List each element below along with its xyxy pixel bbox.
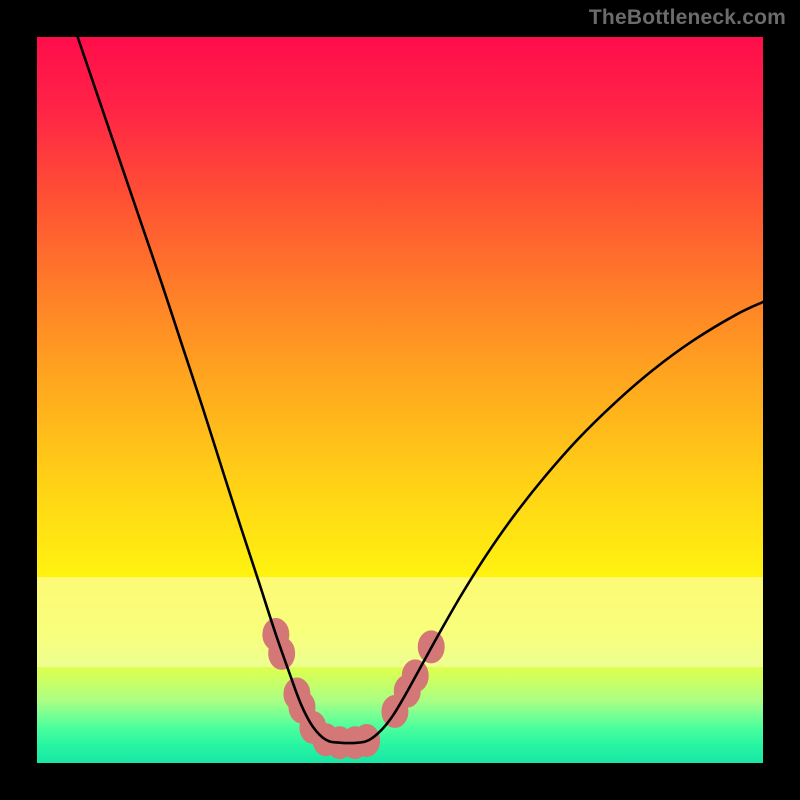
- watermark-text: TheBottleneck.com: [589, 6, 786, 30]
- plot-area: [37, 37, 763, 763]
- background-gradient: [37, 37, 763, 763]
- outer-frame: TheBottleneck.com: [0, 0, 800, 800]
